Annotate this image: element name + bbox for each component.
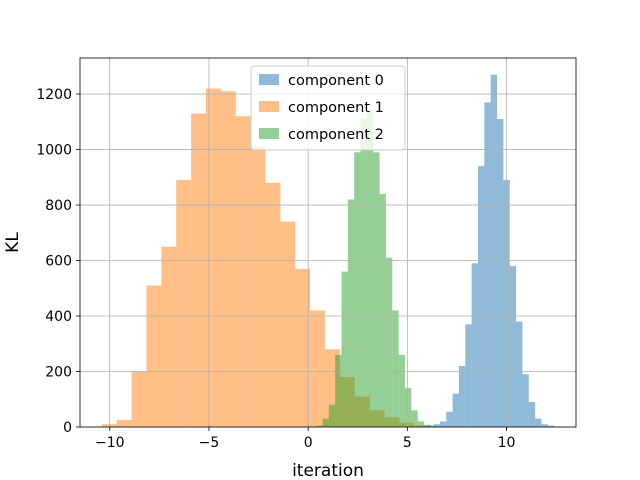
histogram-bars <box>101 74 555 428</box>
bar <box>424 424 431 427</box>
x-axis-ticks: −10 −5 0 5 10 <box>95 427 515 451</box>
bar <box>439 421 447 427</box>
legend-swatch <box>259 128 279 139</box>
bar <box>341 271 348 427</box>
y-tick-label: 400 <box>45 309 72 325</box>
bar <box>452 393 459 427</box>
bar <box>335 354 342 427</box>
bar <box>310 310 326 427</box>
bar <box>417 421 425 427</box>
legend: component 0 component 1 component 2 <box>250 65 406 151</box>
bar <box>528 402 536 427</box>
bar <box>385 257 393 427</box>
bar <box>477 166 485 427</box>
y-tick-label: 200 <box>45 365 72 381</box>
bar <box>131 371 147 427</box>
plot-frame <box>79 57 577 428</box>
legend-label: component 2 <box>288 127 384 143</box>
legend-label: component 1 <box>288 100 384 116</box>
bar <box>205 88 221 427</box>
y-tick-label: 800 <box>45 198 72 214</box>
bar <box>398 354 405 427</box>
bar <box>250 146 266 427</box>
bar <box>322 418 329 427</box>
y-axis-label: KL <box>3 232 23 253</box>
bar <box>458 365 466 427</box>
bar <box>471 263 478 427</box>
bar <box>433 424 440 427</box>
x-tick-label: 5 <box>403 435 412 451</box>
bar <box>404 388 412 427</box>
bar <box>161 246 177 427</box>
bar <box>379 193 386 427</box>
bar <box>465 324 472 427</box>
bar <box>116 420 132 427</box>
series-2-bars <box>316 110 437 428</box>
bar <box>360 119 367 427</box>
bar <box>509 266 517 427</box>
bar <box>516 321 523 427</box>
bar <box>497 119 504 427</box>
y-tick-label: 600 <box>45 254 72 270</box>
y-axis-ticks: 0 200 400 600 800 1000 1200 <box>36 87 80 436</box>
bar <box>280 221 296 427</box>
x-tick-label: 10 <box>498 435 516 451</box>
bar <box>392 310 399 427</box>
bar <box>328 404 336 427</box>
bar <box>547 425 555 427</box>
legend-swatch <box>259 101 279 112</box>
x-tick-label: −10 <box>95 435 125 451</box>
bar <box>430 426 437 427</box>
bar <box>146 285 162 427</box>
bar <box>354 152 361 428</box>
y-tick-label: 0 <box>63 420 72 436</box>
bar <box>101 424 117 427</box>
bar <box>235 116 251 428</box>
x-tick-label: 0 <box>304 435 313 451</box>
legend-swatch <box>259 74 279 85</box>
bar <box>316 425 323 427</box>
bar <box>490 74 498 428</box>
bar <box>411 410 418 427</box>
bar <box>220 91 236 427</box>
bar <box>295 268 311 427</box>
y-tick-label: 1000 <box>36 143 72 159</box>
bar <box>347 199 355 427</box>
bar <box>373 152 380 428</box>
y-tick-label: 1200 <box>36 87 72 103</box>
bar <box>446 411 453 427</box>
x-tick-label: −5 <box>199 435 220 451</box>
bar <box>535 418 542 427</box>
bar <box>522 374 529 427</box>
bar <box>265 182 281 427</box>
bar <box>541 424 548 427</box>
bar <box>484 102 491 427</box>
bar <box>366 110 374 427</box>
x-axis-label: iteration <box>292 461 364 480</box>
bar <box>191 113 206 428</box>
legend-box <box>250 65 406 151</box>
bar <box>176 180 192 427</box>
legend-label: component 0 <box>288 73 384 89</box>
